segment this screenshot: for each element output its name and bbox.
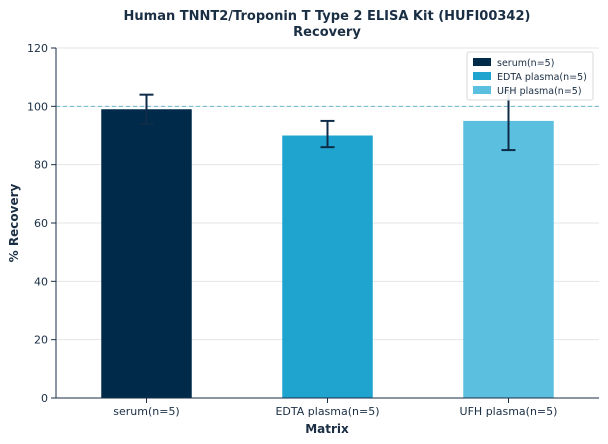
y-tick-label: 100: [27, 100, 48, 113]
x-tick-label: UFH plasma(n=5): [460, 405, 558, 418]
legend-swatch: [473, 72, 491, 80]
y-tick-label: 60: [34, 217, 48, 230]
x-tick-label: serum(n=5): [113, 405, 179, 418]
bar-3: [463, 120, 554, 399]
legend-label: EDTA plasma(n=5): [497, 72, 587, 83]
legend-swatch: [473, 86, 491, 94]
chart-title-line2: Recovery: [293, 25, 361, 40]
bar-1: [101, 109, 192, 398]
y-axis-label: % Recovery: [7, 184, 21, 263]
legend: serum(n=5) EDTA plasma(n=5) UFH plasma(n=5…: [466, 51, 594, 101]
legend-swatch: [473, 58, 491, 66]
axes-layer: 0 20 40 60 80 100 120 serum(n=5) EDTA plasma(n=5…: [27, 42, 599, 418]
x-axis-label: Matrix: [305, 422, 349, 436]
y-tick-label: 80: [34, 159, 48, 172]
y-tick-label: 40: [34, 275, 48, 288]
y-tick-label: 120: [27, 42, 48, 55]
y-tick-label: 0: [41, 392, 48, 405]
legend-label: UFH plasma(n=5): [497, 86, 582, 97]
y-tick-label: 20: [34, 334, 48, 347]
legend-box: [466, 51, 594, 101]
chart-title-line1: Human TNNT2/Troponin T Type 2 ELISA Kit …: [124, 9, 531, 24]
legend-label: serum(n=5): [497, 58, 554, 69]
x-tick-label: EDTA plasma(n=5): [275, 405, 379, 418]
bars-layer: [101, 109, 554, 399]
error-bars-layer: [139, 90, 516, 152]
bar-2: [282, 135, 373, 398]
